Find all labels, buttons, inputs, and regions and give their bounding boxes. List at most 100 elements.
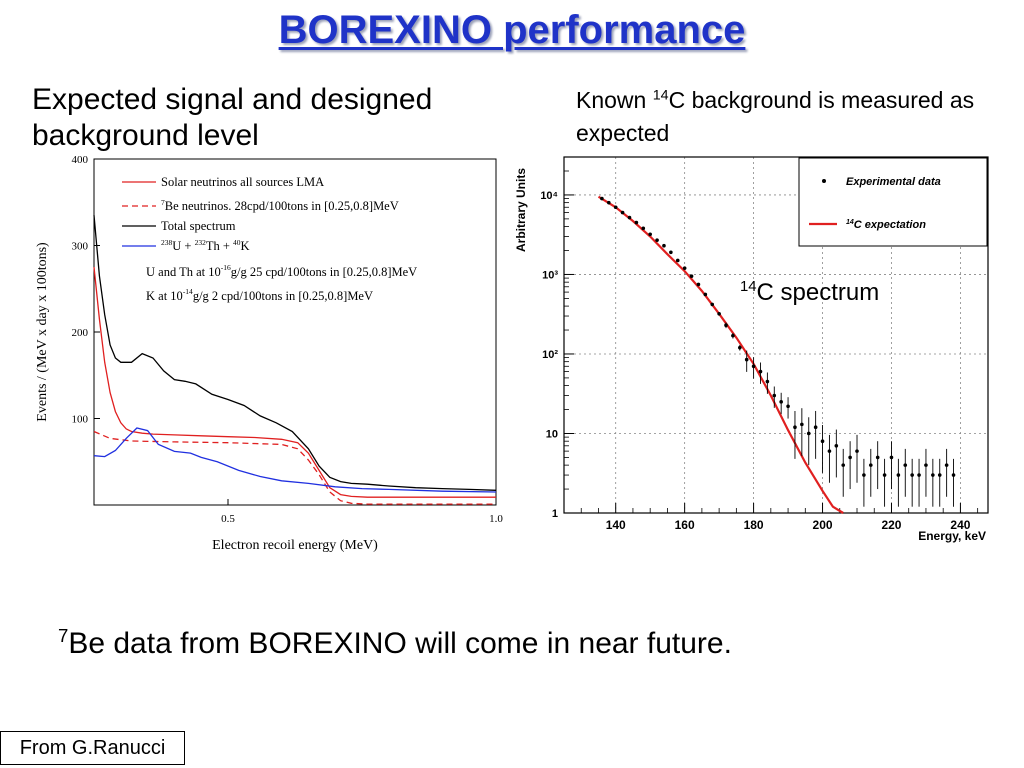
right-data-point (759, 370, 763, 374)
right-data-point (917, 473, 921, 477)
right-chart: 1 10 10² 10³ 10⁴ 140 160 180 200 220 240 Experimen… (512, 148, 1004, 548)
left-legend-entry: Total spectrum (161, 219, 236, 233)
right-data-point (738, 346, 742, 350)
left-y-tick-label: 400 (72, 154, 89, 166)
left-x-tick-label: 0.5 (221, 513, 235, 525)
right-data-point (766, 380, 770, 384)
left-legend-entry: Solar neutrinos all sources LMA (161, 175, 324, 189)
right-legend: Experimental data 14C expectation (799, 158, 987, 246)
right-data-point (931, 473, 935, 477)
right-data-point (841, 463, 845, 467)
right-x-tick-label: 200 (813, 518, 833, 532)
right-data-point (924, 463, 928, 467)
right-data-point (814, 425, 818, 429)
right-y-axis-label: Arbitrary Units (514, 168, 528, 252)
right-data-point (662, 244, 666, 248)
right-data-point (828, 449, 832, 453)
right-x-tick-label: 160 (675, 518, 695, 532)
c14-label-text: C spectrum (757, 279, 880, 306)
right-x-tick-label: 140 (606, 518, 626, 532)
credit-box: From G.Ranucci (0, 731, 185, 765)
right-data-point (945, 463, 949, 467)
right-x-tick-label: 220 (881, 518, 901, 532)
left-y-tick-label: 300 (72, 241, 89, 253)
right-data-point (890, 456, 894, 460)
right-data-point (635, 221, 639, 225)
right-data-point (710, 303, 714, 307)
right-data-point (704, 293, 708, 297)
right-data-point (724, 323, 728, 327)
right-data-point (807, 432, 811, 436)
right-heading: Known 14C background is measured as expe… (576, 84, 996, 150)
right-data-point (669, 250, 673, 254)
right-data-point (683, 266, 687, 270)
right-data-point (752, 364, 756, 368)
left-chart: 100 200 300 400 0.5 1.0 Solar neutrinos all s… (28, 148, 512, 560)
right-data-point (614, 205, 618, 209)
right-data-point (952, 473, 956, 477)
right-data-point (938, 473, 942, 477)
right-data-point (897, 473, 901, 477)
right-legend-entry: Experimental data (846, 176, 941, 188)
left-legend-entry: 238U + 232Th + 40K (161, 238, 250, 253)
right-data-point (628, 216, 632, 220)
c14-label-sup: 14 (740, 279, 757, 295)
left-y-tick-label: 100 (72, 414, 89, 426)
right-x-tick-label: 180 (744, 518, 764, 532)
right-legend-box (799, 158, 987, 246)
left-y-tick-label: 200 (72, 327, 89, 339)
left-series-line (94, 215, 496, 490)
right-data-point (800, 423, 804, 427)
right-data-point (903, 463, 907, 467)
c14-spectrum-label: 14C spectrum (740, 279, 879, 307)
right-data-point (855, 449, 859, 453)
right-y-tick-label: 10² (542, 349, 558, 361)
right-data-point (641, 227, 645, 231)
right-data-point (779, 400, 783, 404)
right-data-point (835, 444, 839, 448)
right-data-point (690, 274, 694, 278)
right-data-point (862, 473, 866, 477)
right-data-point (676, 259, 680, 263)
right-data-point (717, 312, 721, 316)
right-data-point (910, 473, 914, 477)
right-data-point (883, 473, 887, 477)
right-y-tick-label: 10 (546, 428, 558, 440)
right-legend-dot (822, 179, 826, 183)
right-data-point (745, 358, 749, 362)
right-y-tick-label: 10³ (542, 269, 558, 281)
right-y-tick-label: 1 (552, 508, 558, 520)
right-data-point (772, 394, 776, 398)
right-data-point (648, 232, 652, 236)
right-data-point (600, 197, 604, 201)
right-legend-entry: 14C expectation (846, 219, 926, 231)
left-x-axis-label: Electron recoil energy (MeV) (212, 538, 378, 553)
left-x-tick-label: 1.0 (489, 513, 503, 525)
right-data-point (821, 439, 825, 443)
right-x-axis-label: Energy, keV (918, 529, 986, 543)
right-data-point (655, 238, 659, 242)
right-data-point (621, 211, 625, 215)
footnote-text: Be data from BOREXINO will come in near … (68, 627, 732, 660)
left-series-line (94, 428, 496, 492)
right-data-point (848, 456, 852, 460)
left-y-axis-label: Events / (MeV x day x 100tons) (35, 242, 50, 422)
right-heading-pre: Known (576, 87, 653, 113)
right-heading-sup: 14 (653, 87, 669, 103)
right-data-point (697, 283, 701, 287)
right-y-tick-label: 10⁴ (540, 190, 558, 202)
right-data-point (731, 334, 735, 338)
left-heading: Expected signal and designed background … (32, 82, 512, 154)
left-legend-entry: 7Be neutrinos. 28cpd/100tons in [0.25,0.… (161, 198, 399, 213)
right-data-point (793, 425, 797, 429)
footnote: 7Be data from BOREXINO will come in near… (58, 627, 732, 661)
footnote-sup: 7 (58, 625, 68, 646)
right-data-point (876, 456, 880, 460)
left-legend-note: U and Th at 10-16g/g 25 cpd/100tons in [… (146, 263, 417, 279)
right-data-point (786, 404, 790, 408)
right-data-point (607, 201, 611, 205)
left-legend: Solar neutrinos all sources LMA 7Be neutr… (122, 175, 417, 303)
slide-title: BOREXINO performance (0, 8, 1024, 53)
left-legend-note: K at 10-14g/g 2 cpd/100tons in [0.25,0.8… (146, 287, 373, 303)
right-data-point (869, 463, 873, 467)
